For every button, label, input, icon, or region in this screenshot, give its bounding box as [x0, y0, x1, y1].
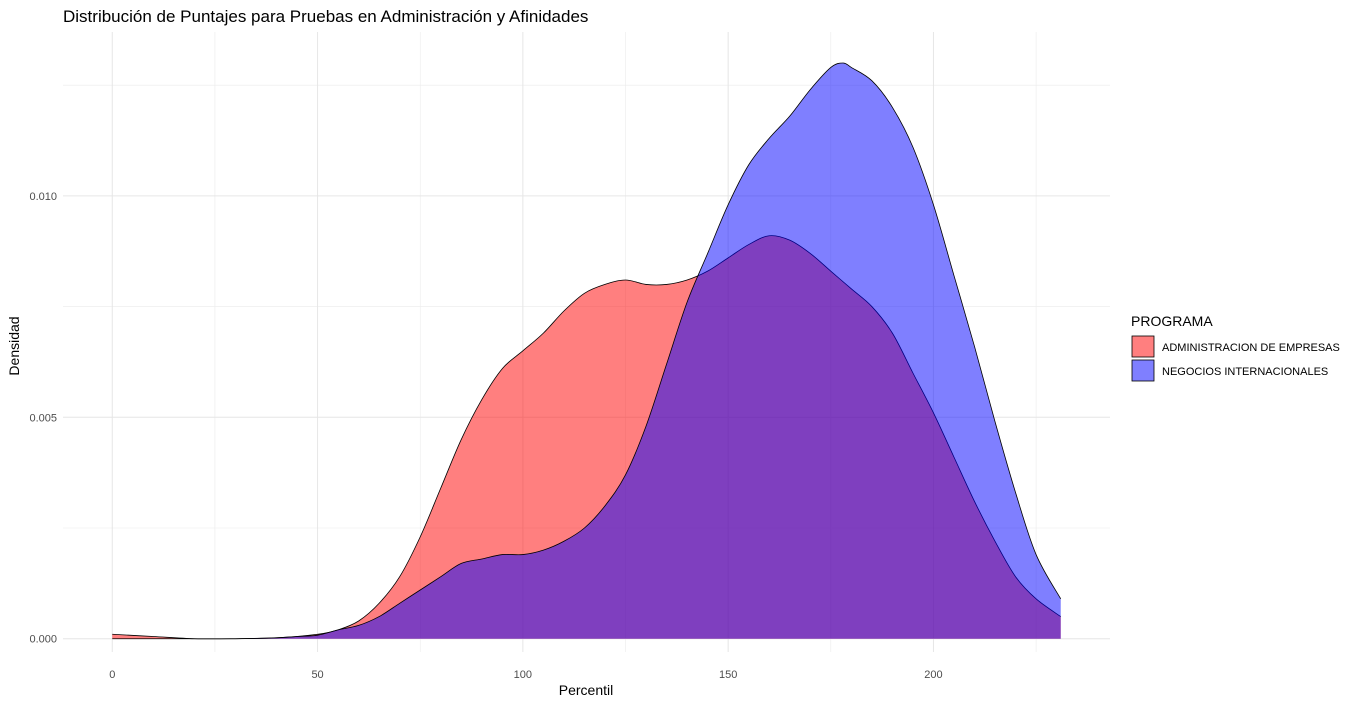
x-tick-label: 150: [719, 669, 737, 681]
y-axis-ticks: 0.000 0.005 0.010: [29, 191, 57, 646]
y-axis-title: Densidad: [6, 316, 22, 375]
density-areas: [112, 62, 1062, 640]
x-axis-title: Percentil: [559, 682, 613, 698]
legend-title: PROGRAMA: [1131, 313, 1213, 329]
x-tick-label: 50: [311, 669, 323, 681]
legend-label-0: ADMINISTRACION DE EMPRESAS: [1162, 342, 1340, 354]
y-tick-label: 0.010: [29, 191, 57, 203]
legend-label-1: NEGOCIOS INTERNACIONALES: [1162, 366, 1328, 378]
x-tick-label: 100: [514, 669, 532, 681]
density-outline-1: [112, 62, 1062, 640]
legend-swatch-1: [1131, 359, 1155, 382]
legend-swatch-0: [1131, 335, 1155, 358]
legend: PROGRAMA ADMINISTRACION DE EMPRESAS NEGOC…: [1131, 313, 1340, 382]
x-tick-label: 0: [109, 669, 115, 681]
density-area-1: [112, 63, 1061, 639]
chart-title: Distribución de Puntajes para Pruebas en…: [63, 7, 588, 26]
x-axis-ticks: 0 50 100 150 200: [109, 669, 942, 681]
x-tick-label: 200: [924, 669, 942, 681]
y-tick-label: 0.000: [29, 634, 57, 646]
y-tick-label: 0.005: [29, 412, 57, 424]
